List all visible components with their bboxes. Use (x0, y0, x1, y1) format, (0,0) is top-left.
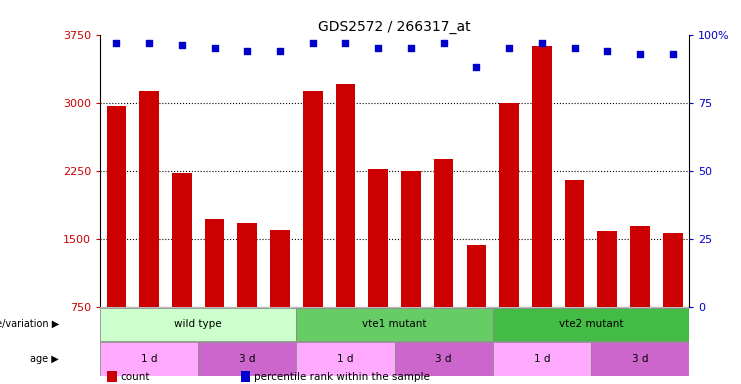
Bar (467, 245, 486, 307)
Text: 1 d: 1 d (534, 354, 550, 364)
Bar (296, 308, 493, 341)
Bar (663, 233, 682, 307)
Bar (499, 103, 519, 307)
Title: GDS2572 / 266317_at: GDS2572 / 266317_at (319, 20, 471, 33)
Bar (433, 159, 453, 307)
Text: vte2 mutant: vte2 mutant (559, 319, 623, 329)
Bar (591, 343, 689, 376)
Point (471, 64, 482, 70)
Bar (565, 180, 585, 307)
Bar (336, 84, 356, 307)
Text: 3 d: 3 d (436, 354, 452, 364)
Bar (199, 343, 296, 376)
Bar (237, 223, 257, 307)
Point (242, 48, 253, 54)
Point (209, 45, 221, 51)
Bar (100, 308, 296, 341)
Point (503, 45, 515, 51)
Point (176, 42, 187, 48)
Bar (205, 219, 225, 307)
Bar (303, 91, 322, 307)
Bar (394, 343, 493, 376)
Point (405, 45, 417, 51)
Text: genotype/variation ▶: genotype/variation ▶ (0, 319, 59, 329)
Bar (368, 169, 388, 307)
Text: wild type: wild type (174, 319, 222, 329)
Bar (296, 343, 394, 376)
Point (634, 51, 646, 57)
Point (143, 40, 155, 46)
Text: 3 d: 3 d (632, 354, 648, 364)
Text: 1 d: 1 d (141, 354, 157, 364)
Point (602, 48, 614, 54)
Bar (401, 171, 421, 307)
Bar (630, 226, 650, 307)
Text: 1 d: 1 d (337, 354, 353, 364)
Point (274, 48, 286, 54)
Text: count: count (121, 372, 150, 382)
Point (307, 40, 319, 46)
Bar (532, 46, 551, 307)
Bar (270, 230, 290, 307)
Bar (100, 343, 199, 376)
Text: 3 d: 3 d (239, 354, 256, 364)
Point (438, 40, 450, 46)
Bar (172, 174, 192, 307)
Point (667, 51, 679, 57)
Text: vte1 mutant: vte1 mutant (362, 319, 427, 329)
Text: age ▶: age ▶ (30, 354, 59, 364)
Bar (107, 106, 126, 307)
Bar (139, 91, 159, 307)
Text: percentile rank within the sample: percentile rank within the sample (254, 372, 430, 382)
Bar (493, 308, 689, 341)
Point (339, 40, 351, 46)
Point (568, 45, 580, 51)
Bar (597, 231, 617, 307)
Point (372, 45, 384, 51)
Point (536, 40, 548, 46)
Point (110, 40, 122, 46)
Bar (493, 343, 591, 376)
